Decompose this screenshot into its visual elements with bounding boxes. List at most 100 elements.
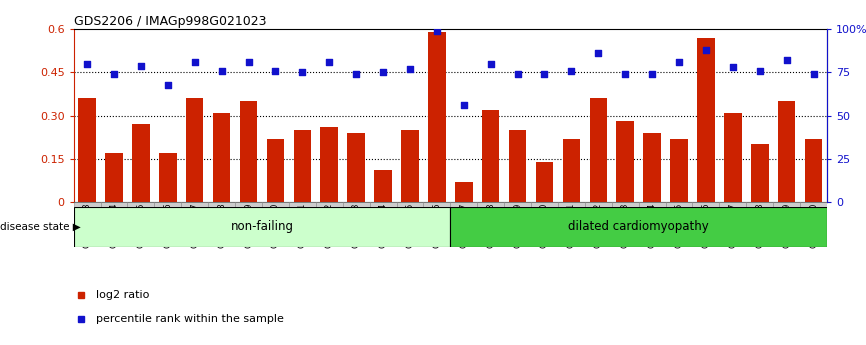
Bar <box>724 113 741 202</box>
Point <box>403 66 417 72</box>
Bar <box>643 133 661 202</box>
Text: GSM82418: GSM82418 <box>755 202 765 248</box>
Bar <box>401 130 418 202</box>
Point <box>215 68 229 73</box>
Text: GSM82415: GSM82415 <box>675 202 683 248</box>
Bar <box>638 202 666 207</box>
Text: non-failing: non-failing <box>230 220 294 233</box>
Bar <box>590 98 607 202</box>
Point <box>376 70 390 75</box>
Text: GSM82408: GSM82408 <box>486 202 495 248</box>
Text: GSM82405: GSM82405 <box>405 202 415 248</box>
Bar <box>78 98 96 202</box>
Point <box>538 71 552 77</box>
Point <box>188 59 202 65</box>
Bar <box>450 207 827 247</box>
Text: GSM82404: GSM82404 <box>378 202 388 248</box>
Point <box>618 71 632 77</box>
Text: percentile rank within the sample: percentile rank within the sample <box>96 314 284 324</box>
Bar <box>213 113 230 202</box>
Text: GSM82402: GSM82402 <box>325 202 333 248</box>
Bar <box>697 38 714 202</box>
Point <box>107 71 121 77</box>
Text: GSM82401: GSM82401 <box>298 202 307 248</box>
Point <box>484 61 498 67</box>
Point <box>322 59 336 65</box>
Bar <box>585 202 611 207</box>
Text: GSM82409: GSM82409 <box>513 202 522 248</box>
Bar <box>805 139 823 202</box>
Text: log2 ratio: log2 ratio <box>96 290 150 300</box>
Bar <box>670 139 688 202</box>
Text: GSM82420: GSM82420 <box>809 202 818 248</box>
Bar <box>617 121 634 202</box>
Bar <box>100 202 127 207</box>
Point <box>81 61 94 67</box>
Text: GSM82399: GSM82399 <box>244 202 253 248</box>
Bar <box>106 153 123 202</box>
Bar <box>132 124 150 202</box>
Bar <box>289 202 316 207</box>
Text: GSM82394: GSM82394 <box>109 202 119 248</box>
Bar <box>666 202 693 207</box>
Bar <box>240 101 257 202</box>
Text: GSM82414: GSM82414 <box>648 202 656 248</box>
Point <box>268 68 282 73</box>
Text: GDS2206 / IMAGp998G021023: GDS2206 / IMAGp998G021023 <box>74 15 266 28</box>
Point <box>645 71 659 77</box>
Point <box>430 28 443 34</box>
Bar <box>320 127 338 202</box>
Bar <box>208 202 235 207</box>
Bar <box>374 170 391 202</box>
Bar <box>294 130 311 202</box>
Text: GSM82397: GSM82397 <box>191 202 199 248</box>
Point <box>457 102 471 108</box>
Bar <box>235 202 262 207</box>
Bar <box>563 139 580 202</box>
Bar <box>477 202 504 207</box>
Bar <box>397 202 423 207</box>
Bar <box>800 202 827 207</box>
Bar <box>186 98 204 202</box>
Text: GSM82400: GSM82400 <box>271 202 280 248</box>
Text: GSM82413: GSM82413 <box>621 202 630 248</box>
Bar <box>154 202 181 207</box>
Bar <box>428 32 446 202</box>
Text: GSM82396: GSM82396 <box>164 202 172 248</box>
Point <box>699 47 713 53</box>
Point <box>753 68 766 73</box>
Bar <box>262 202 289 207</box>
Bar <box>778 101 795 202</box>
Text: GSM82411: GSM82411 <box>567 202 576 248</box>
Bar <box>347 133 365 202</box>
Text: GSM82406: GSM82406 <box>432 202 442 248</box>
Bar <box>159 153 177 202</box>
Bar <box>751 144 768 202</box>
Text: GSM82393: GSM82393 <box>82 202 92 248</box>
Point <box>511 71 525 77</box>
Bar <box>450 202 477 207</box>
Point <box>349 71 363 77</box>
Bar <box>316 202 343 207</box>
Text: GSM82403: GSM82403 <box>352 202 360 248</box>
Point <box>242 59 255 65</box>
Text: dilated cardiomyopathy: dilated cardiomyopathy <box>568 220 709 233</box>
Bar <box>509 130 527 202</box>
Point <box>591 51 605 56</box>
Bar <box>693 202 720 207</box>
Bar <box>74 207 450 247</box>
Text: disease state ▶: disease state ▶ <box>0 222 81 232</box>
Point <box>806 71 820 77</box>
Text: GSM82417: GSM82417 <box>728 202 737 248</box>
Bar <box>181 202 208 207</box>
Bar <box>720 202 746 207</box>
Bar <box>127 202 154 207</box>
Bar <box>370 202 397 207</box>
Point <box>565 68 578 73</box>
Text: GSM82416: GSM82416 <box>701 202 710 248</box>
Bar <box>423 202 450 207</box>
Point <box>161 82 175 87</box>
Bar <box>558 202 585 207</box>
Bar <box>773 202 800 207</box>
Point <box>779 58 793 63</box>
